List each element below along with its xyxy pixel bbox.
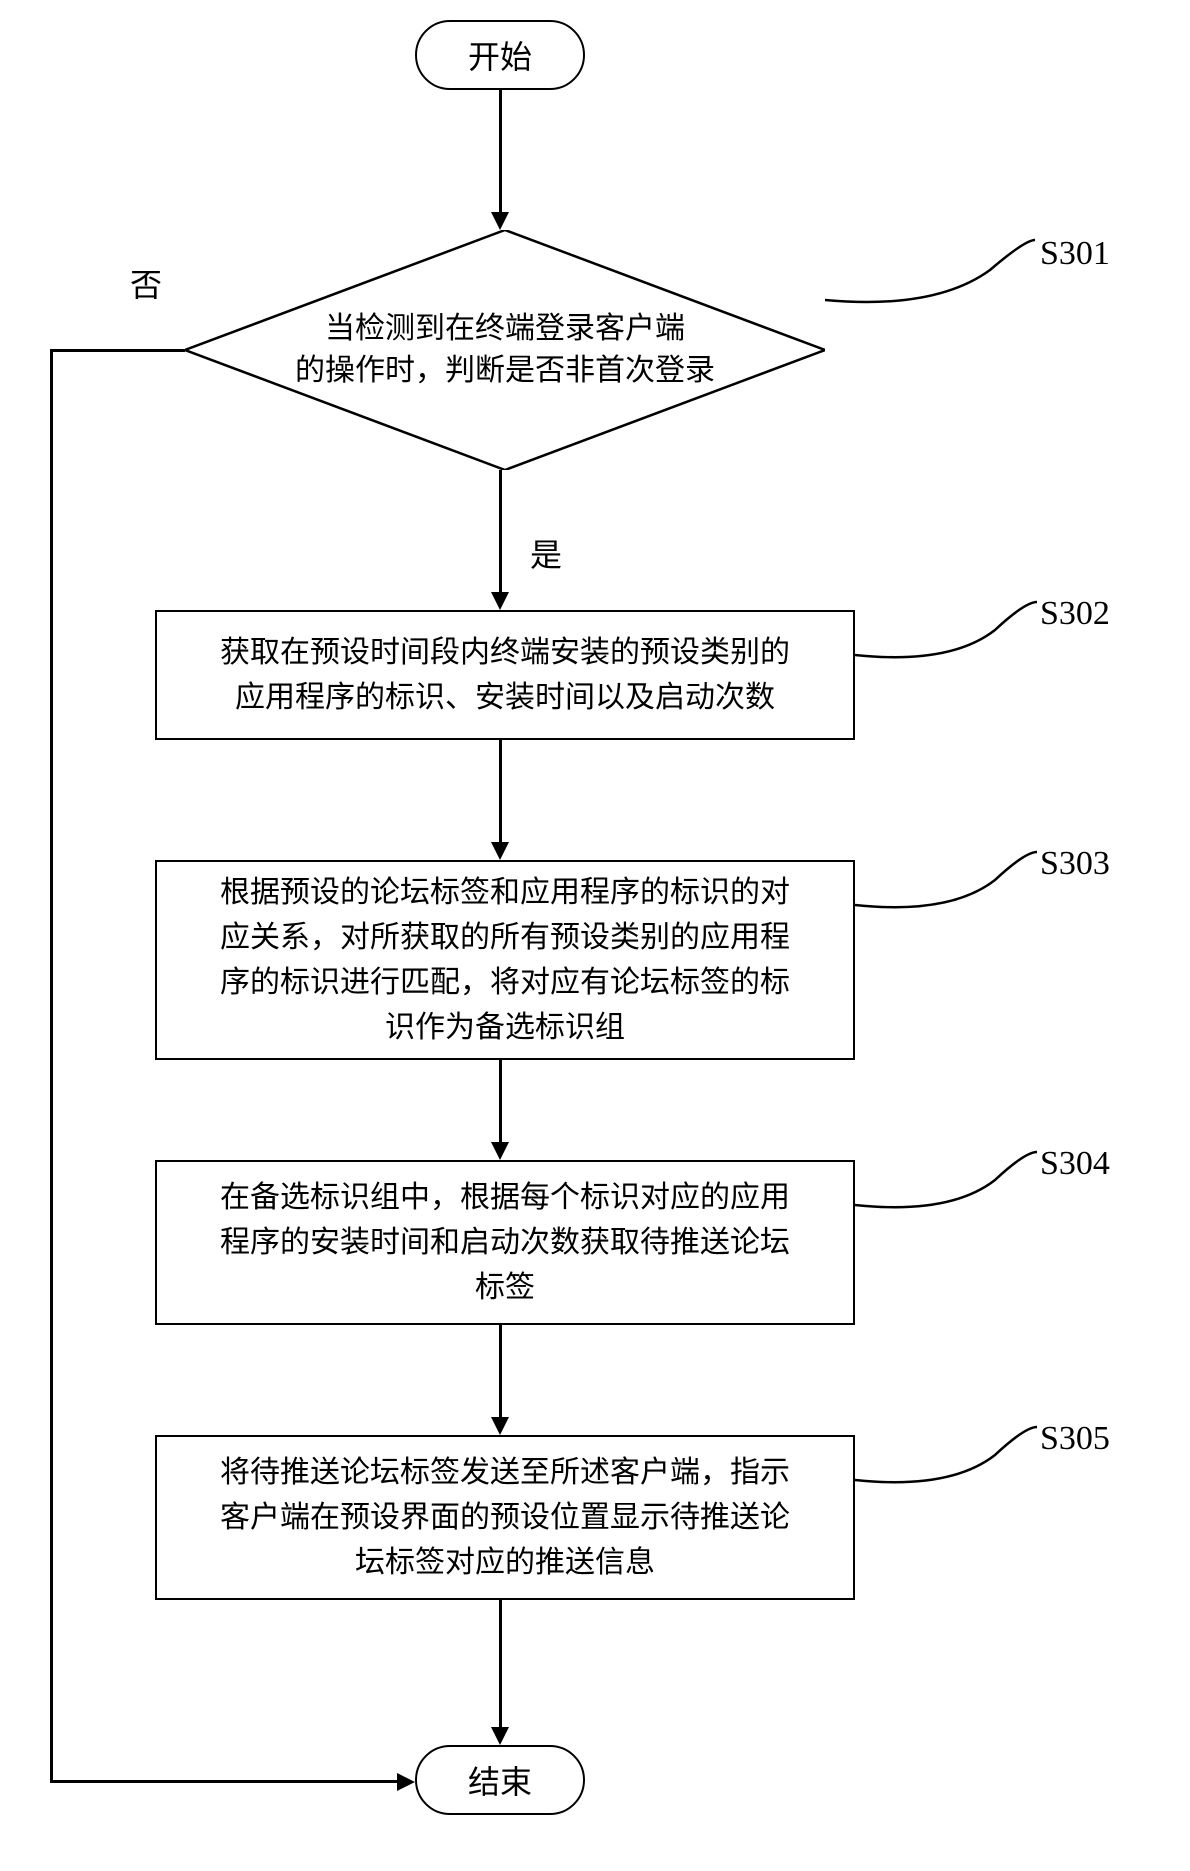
- decision-node: 当检测到在终端登录客户端 的操作时，判断是否非首次登录: [185, 230, 825, 470]
- yes-label: 是: [530, 530, 562, 576]
- s305-text: 将待推送论坛标签发送至所述客户端，指示 客户端在预设界面的预设位置显示待推送论 …: [220, 1450, 790, 1585]
- arrow-decision-s302: [499, 470, 502, 592]
- decision-text-wrap: 当检测到在终端登录客户端 的操作时，判断是否非首次登录: [185, 230, 825, 470]
- s302-text: 获取在预设时间段内终端安装的预设类别的 应用程序的标识、安装时间以及启动次数: [220, 630, 790, 720]
- end-text: 结束: [468, 1757, 532, 1803]
- no-path-h1: [50, 349, 185, 352]
- end-node: 结束: [415, 1745, 585, 1815]
- s304-text: 在备选标识组中，根据每个标识对应的应用 程序的安装时间和启动次数获取待推送论坛 …: [220, 1175, 790, 1310]
- curve-s304: [855, 1130, 1045, 1220]
- arrow-s303-s304: [499, 1060, 502, 1142]
- arrowhead-decision-s302: [491, 592, 509, 610]
- curve-s301: [825, 220, 1045, 310]
- arrowhead-s304-s305: [491, 1417, 509, 1435]
- arrow-start-decision: [499, 90, 502, 212]
- arrowhead-start-decision: [491, 212, 509, 230]
- start-node: 开始: [415, 20, 585, 90]
- start-text: 开始: [468, 32, 532, 78]
- no-path-v: [50, 349, 53, 1783]
- s301-label: S301: [1040, 235, 1110, 273]
- decision-text: 当检测到在终端登录客户端 的操作时，判断是否非首次登录: [295, 308, 715, 392]
- arrow-s304-s305: [499, 1325, 502, 1417]
- arrow-s305-end: [499, 1600, 502, 1727]
- curve-s303: [855, 830, 1045, 920]
- curve-s302: [855, 580, 1045, 670]
- no-path-h2: [50, 1780, 397, 1783]
- curve-s305: [855, 1405, 1045, 1495]
- s304-label: S304: [1040, 1145, 1110, 1183]
- s302-node: 获取在预设时间段内终端安装的预设类别的 应用程序的标识、安装时间以及启动次数: [155, 610, 855, 740]
- s303-node: 根据预设的论坛标签和应用程序的标识的对 应关系，对所获取的所有预设类别的应用程 …: [155, 860, 855, 1060]
- s303-text: 根据预设的论坛标签和应用程序的标识的对 应关系，对所获取的所有预设类别的应用程 …: [220, 870, 790, 1050]
- arrowhead-s302-s303: [491, 842, 509, 860]
- s304-node: 在备选标识组中，根据每个标识对应的应用 程序的安装时间和启动次数获取待推送论坛 …: [155, 1160, 855, 1325]
- s303-label: S303: [1040, 845, 1110, 883]
- s305-label: S305: [1040, 1420, 1110, 1458]
- s305-node: 将待推送论坛标签发送至所述客户端，指示 客户端在预设界面的预设位置显示待推送论 …: [155, 1435, 855, 1600]
- arrowhead-s303-s304: [491, 1142, 509, 1160]
- arrowhead-s305-end: [491, 1727, 509, 1745]
- s302-label: S302: [1040, 595, 1110, 633]
- no-label: 否: [130, 260, 162, 306]
- arrow-s302-s303: [499, 740, 502, 842]
- arrowhead-no-end: [397, 1773, 415, 1791]
